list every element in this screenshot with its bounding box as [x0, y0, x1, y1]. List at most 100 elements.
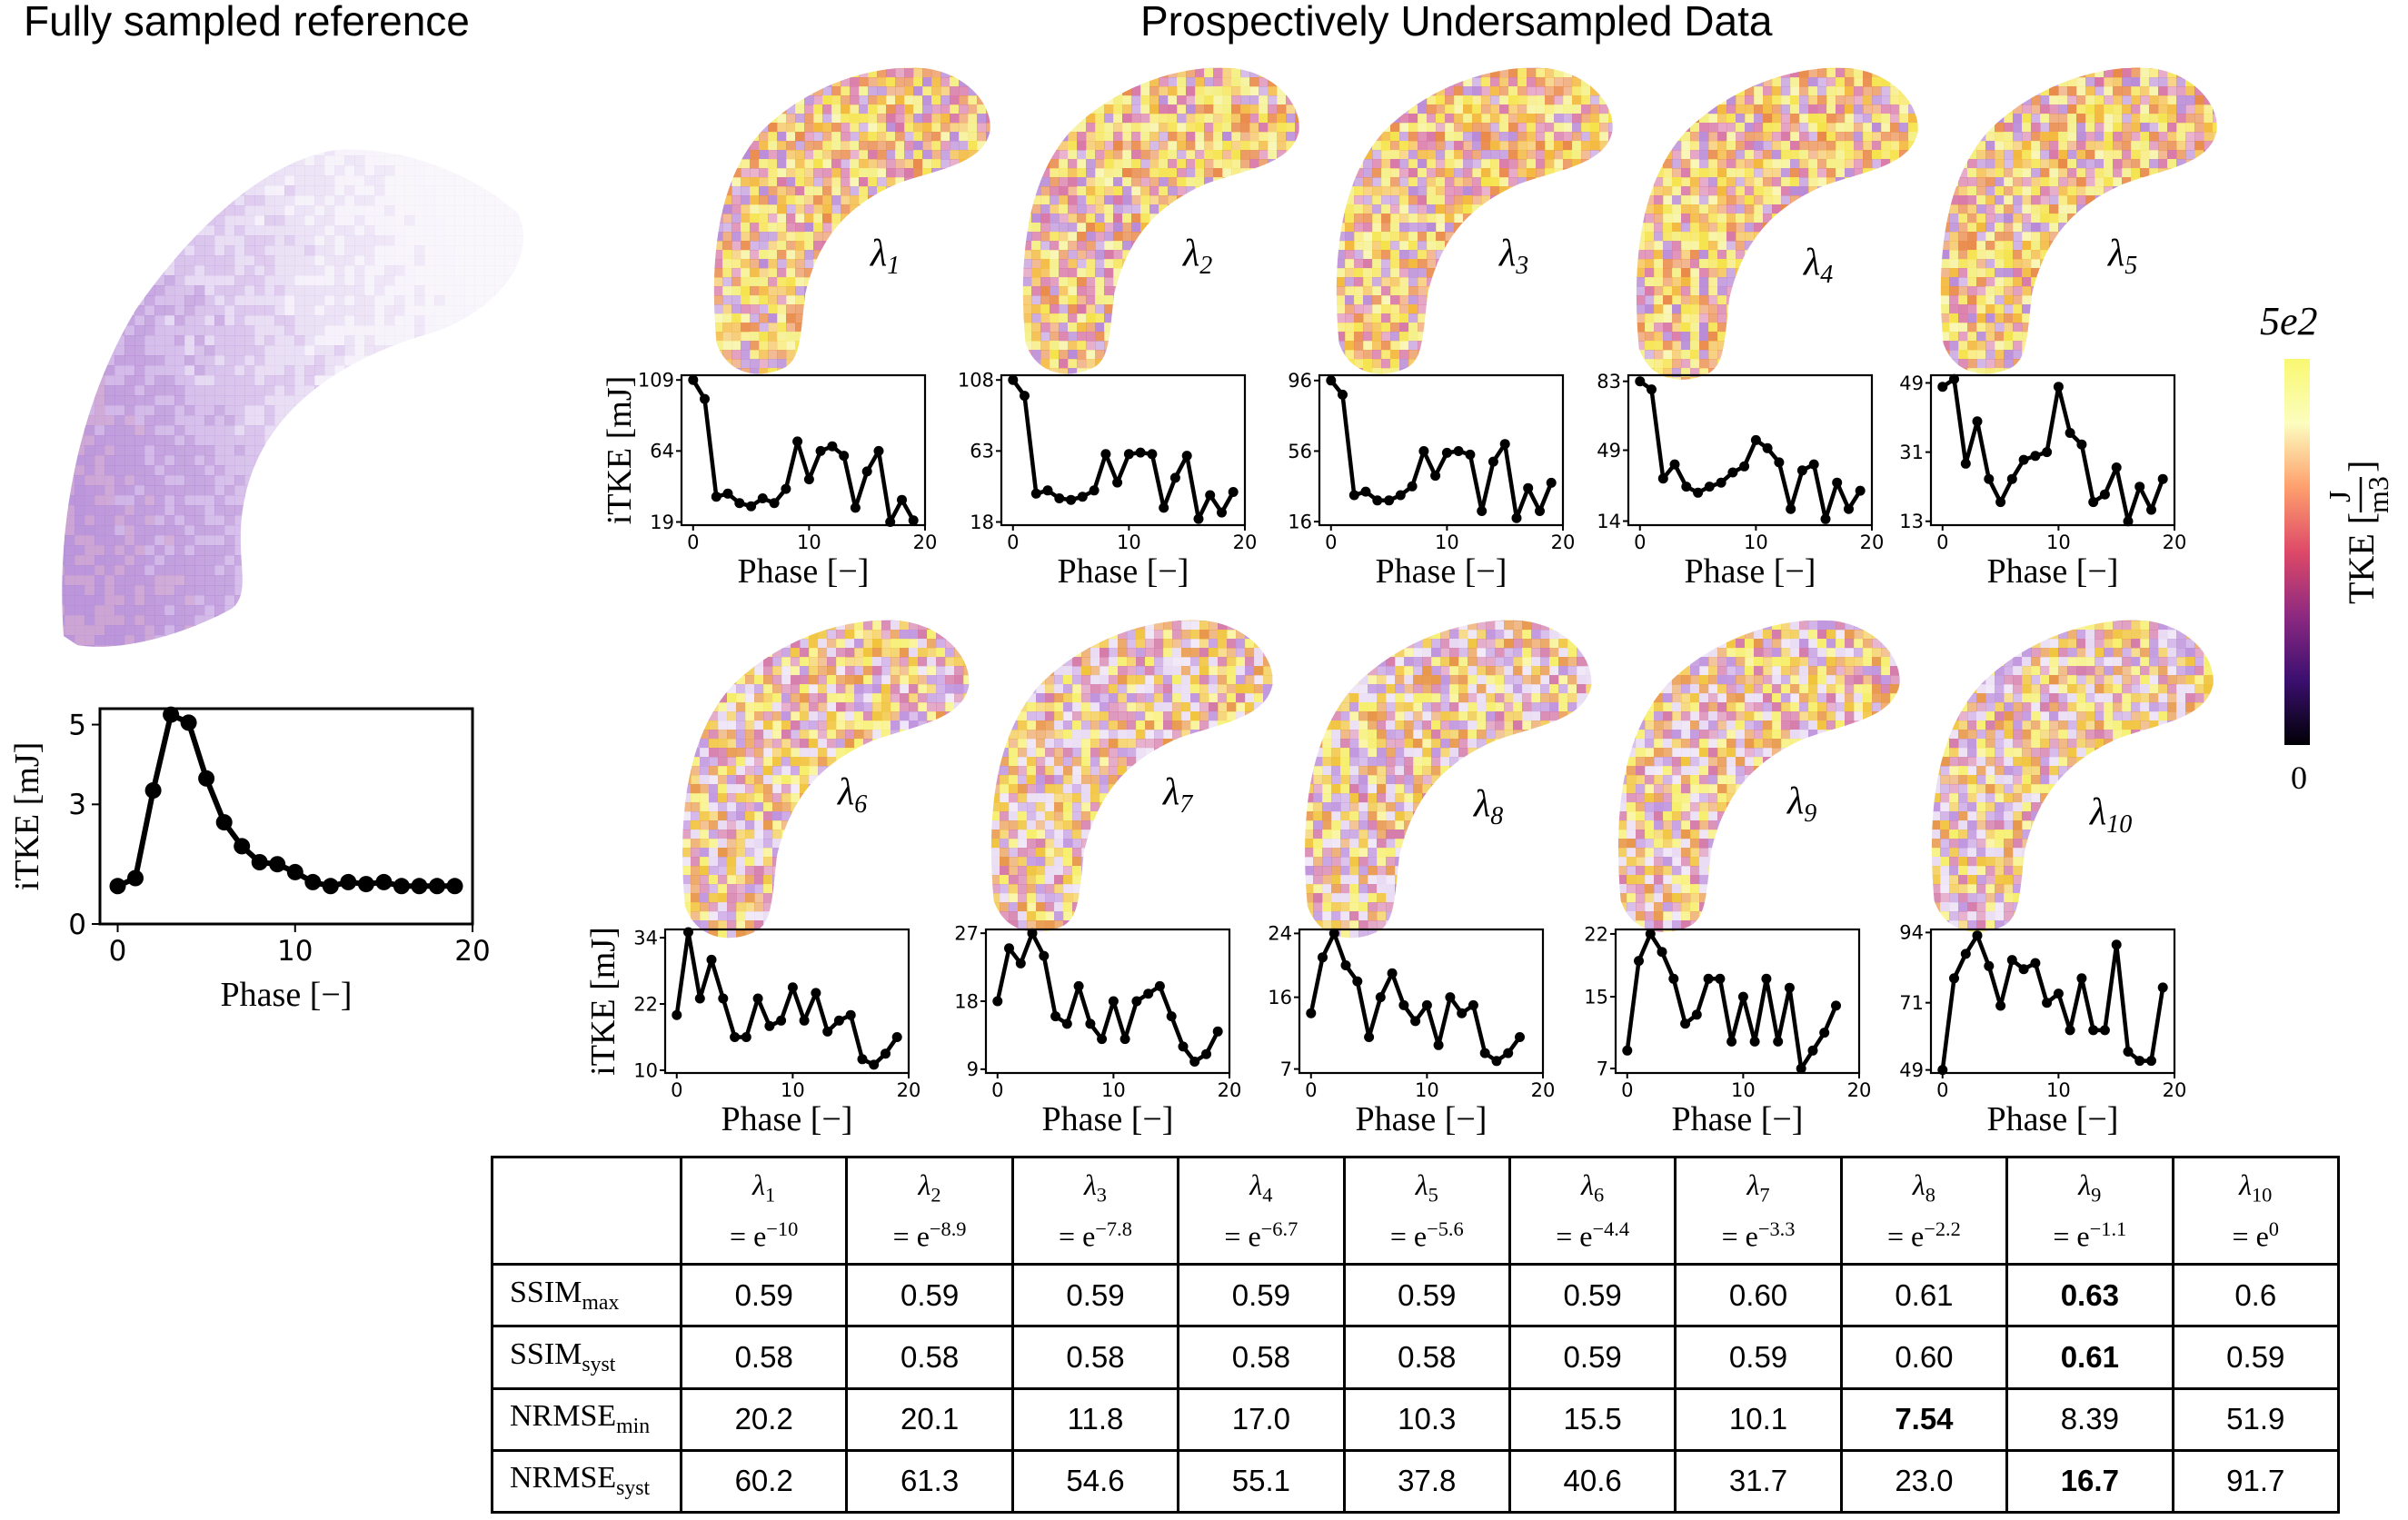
data-point — [1441, 447, 1452, 458]
data-point — [1995, 1000, 2006, 1011]
table-col-header: λ10 = e0 — [2171, 1156, 2341, 1266]
colorbar-max-label: 5e2 — [2260, 299, 2318, 343]
data-point — [1004, 943, 1014, 954]
data-point — [787, 982, 798, 993]
y-tick-label: 22 — [1584, 923, 1608, 945]
data-point — [741, 1032, 751, 1042]
x-tick-label: 10 — [781, 1079, 805, 1101]
plot-frame — [98, 707, 474, 926]
data-point — [1622, 1045, 1633, 1056]
series-line — [674, 929, 900, 1068]
y-tick-label: 27 — [954, 923, 979, 945]
heatmap-lambda8 — [1305, 620, 1592, 939]
data-point — [1154, 980, 1165, 991]
lambda-label-lambda6: λ6 — [836, 771, 867, 819]
data-point — [1491, 1056, 1502, 1067]
x-axis-label: Phase [−] — [1376, 552, 1507, 591]
data-point — [1739, 461, 1750, 472]
data-point — [2088, 497, 2099, 508]
data-point — [1008, 374, 1019, 385]
line-chart-lambda10: 0 10 20 49 71 94 Phase [−] λ10 — [1899, 791, 2186, 1138]
data-point — [2111, 462, 2122, 472]
table-cell: 0.59 — [1177, 1262, 1346, 1328]
table-col-header: λ5 = e−5.6 — [1342, 1156, 1511, 1266]
table-row-label: SSIMsyst — [491, 1325, 682, 1390]
data-point — [1085, 1018, 1096, 1029]
heatmap-lambda9 — [1617, 620, 1900, 932]
y-tick-label: 64 — [650, 441, 674, 462]
data-point — [1119, 1034, 1130, 1045]
data-point — [1819, 1028, 1830, 1038]
table-cell: 0.58 — [1010, 1325, 1180, 1390]
right-title: Prospectively Undersampled Data — [1140, 0, 1773, 45]
y-tick-label: 16 — [1288, 511, 1312, 532]
data-point — [1784, 982, 1795, 993]
data-point — [1326, 375, 1337, 386]
series-line — [1308, 931, 1522, 1064]
data-point — [1061, 1018, 1072, 1029]
line-chart-lambda5: 0 10 20 13 31 49 Phase [−] λ5 — [1899, 233, 2186, 591]
data-point — [1407, 481, 1418, 492]
table-cell: 7.54 — [1839, 1386, 2009, 1452]
data-point — [1410, 1016, 1421, 1027]
plot-frame — [1614, 928, 1861, 1075]
x-axis-label: Phase [−] — [721, 1100, 853, 1138]
data-point — [992, 996, 1003, 1007]
x-tick-label: 0 — [1305, 1079, 1317, 1101]
data-point — [776, 1015, 787, 1026]
data-point — [2157, 982, 2168, 993]
table-cell: 0.59 — [1507, 1262, 1677, 1328]
data-point — [1750, 434, 1761, 445]
line-chart-lambda3: 0 10 20 16 56 96 Phase [−] λ3 — [1288, 233, 1575, 591]
x-tick-label: 0 — [1936, 532, 1948, 553]
x-tick-label: 10 — [277, 935, 313, 968]
y-tick-label: 9 — [967, 1058, 979, 1080]
data-point — [811, 988, 821, 998]
plot-frame — [1929, 373, 2176, 527]
data-point — [144, 782, 162, 799]
data-point — [1727, 467, 1738, 478]
y-tick-label: 13 — [1899, 511, 1924, 532]
data-point — [1418, 446, 1429, 456]
x-tick-label: 0 — [1007, 532, 1019, 553]
y-tick-label: 7 — [1280, 1058, 1292, 1080]
data-point — [1147, 449, 1158, 460]
y-axis-label: iTKE [mJ] — [584, 927, 622, 1076]
y-tick-label: 16 — [1268, 987, 1292, 1008]
data-point — [1217, 507, 1227, 518]
x-axis-label: Phase [−] — [1058, 552, 1189, 591]
x-tick-label: 10 — [2046, 1079, 2071, 1101]
table-cell: 40.6 — [1507, 1448, 1677, 1515]
lambda-label-lambda7: λ7 — [1161, 771, 1193, 819]
colorbar-gradient — [2284, 359, 2310, 745]
data-point — [304, 873, 322, 890]
data-point — [1477, 506, 1488, 516]
table-cell: 0.58 — [1342, 1325, 1511, 1390]
data-point — [1135, 447, 1146, 458]
data-point — [2123, 516, 2134, 527]
data-point — [2030, 451, 2041, 462]
table-cell: 23.0 — [1839, 1448, 2009, 1515]
data-point — [1387, 968, 1398, 979]
data-point — [781, 483, 791, 494]
data-point — [2042, 998, 2053, 1008]
data-point — [1042, 485, 1053, 496]
data-point — [1338, 389, 1348, 400]
y-tick-label: 18 — [970, 512, 994, 533]
data-point — [2065, 1025, 2075, 1036]
data-point — [1479, 1048, 1490, 1058]
x-tick-label: 0 — [1621, 1079, 1633, 1101]
table-col-header: λ8 = e−2.2 — [1839, 1156, 2009, 1266]
data-point — [1499, 439, 1510, 450]
data-point — [2053, 988, 2064, 999]
x-axis-label: Phase [−] — [1672, 1100, 1804, 1138]
data-point — [234, 838, 251, 855]
table-cell: 11.8 — [1010, 1386, 1180, 1452]
lambda-label-lambda4: λ4 — [1802, 242, 1833, 289]
data-point — [1073, 980, 1084, 991]
data-point — [251, 854, 268, 870]
table-cell: 0.59 — [1507, 1325, 1677, 1390]
data-point — [1546, 477, 1557, 488]
table-cell: 0.59 — [1674, 1325, 1843, 1390]
